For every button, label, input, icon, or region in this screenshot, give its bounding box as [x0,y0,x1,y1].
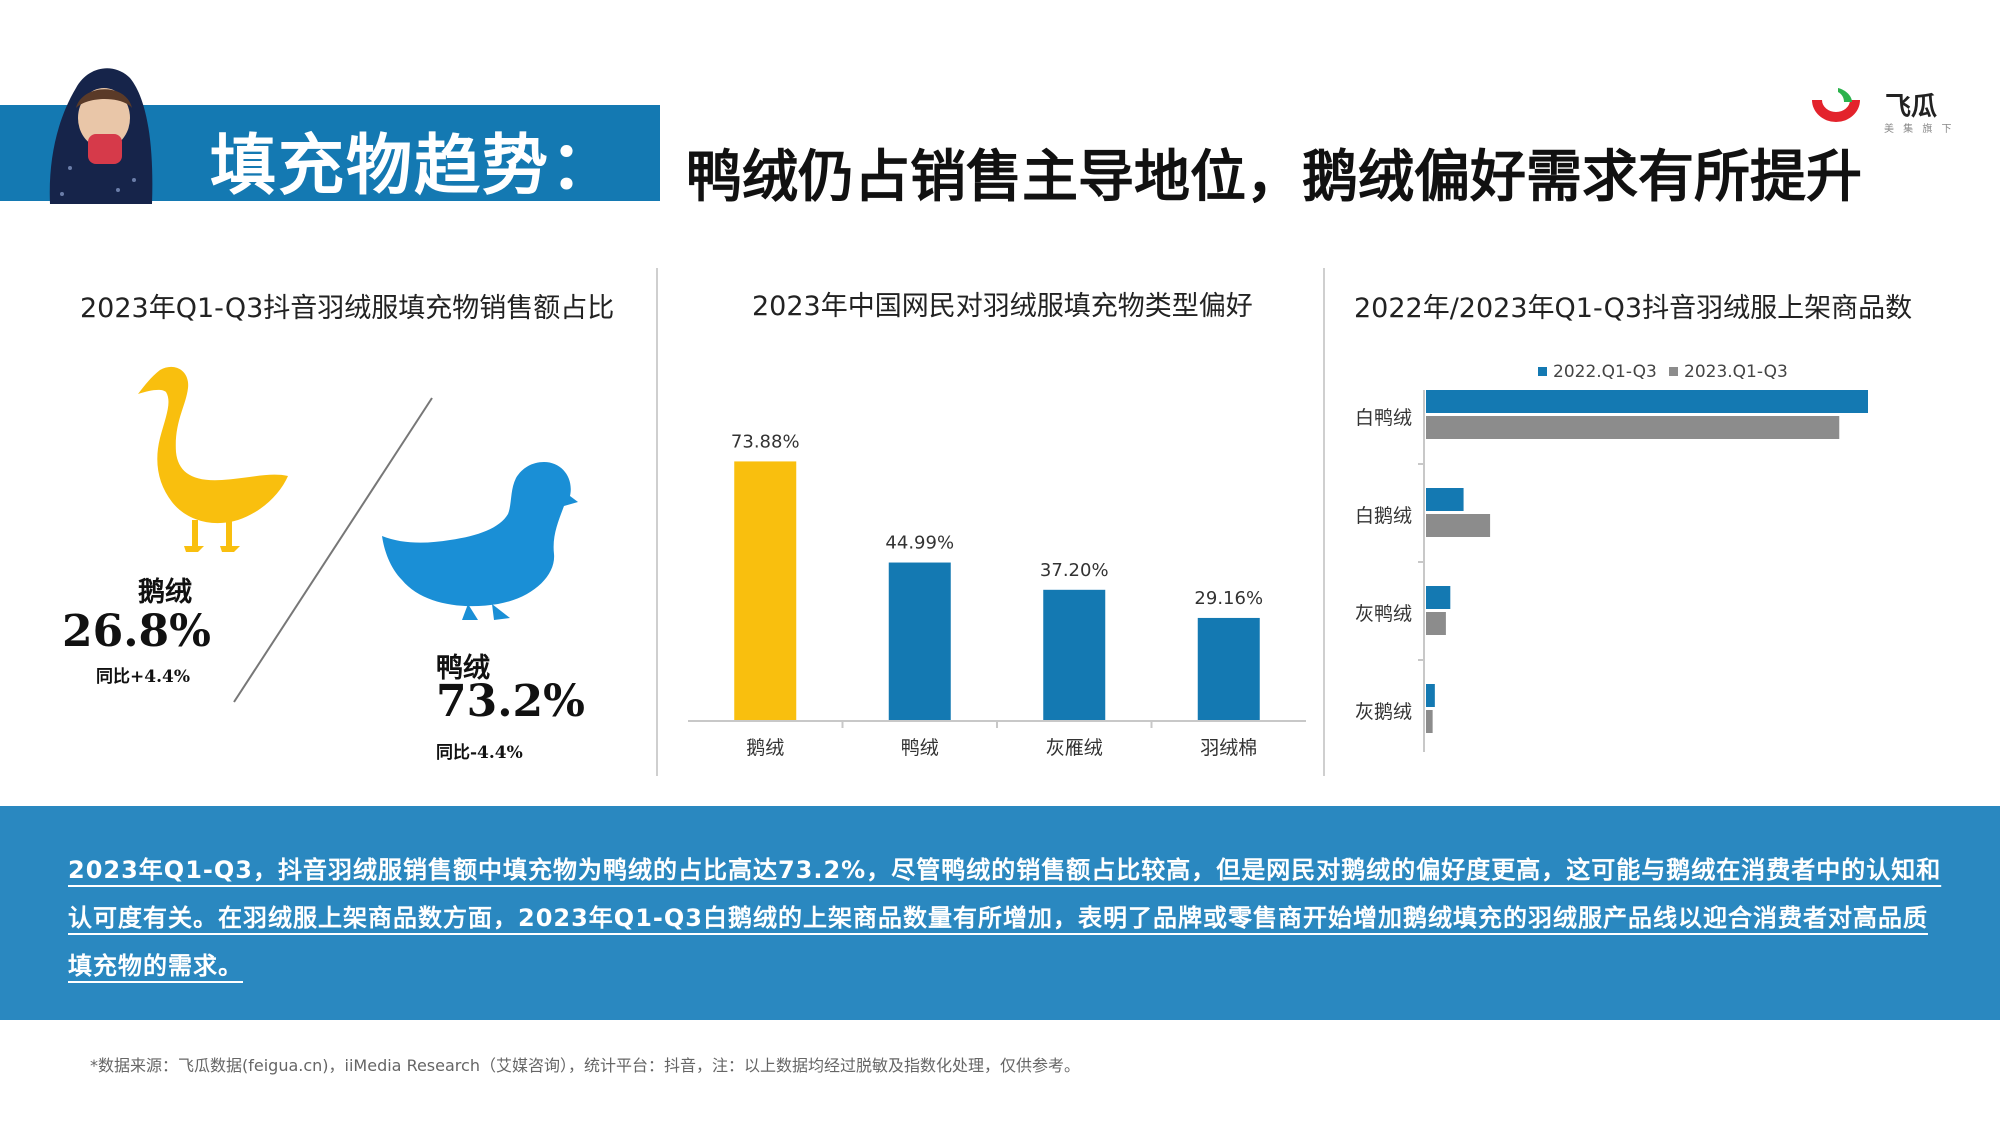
y-tick-label: 灰鹅绒 [1355,701,1412,723]
duck-icon [382,462,578,620]
y-tick-label: 灰鸭绒 [1355,603,1412,625]
divider-slash [233,397,433,703]
bar-3 [1043,589,1106,720]
bar-data-label: 29.16% [1194,588,1263,609]
legend-label-2: 2023.Q1-Q3 [1684,362,1788,382]
bar-白鸭绒-1 [1426,390,1868,413]
goose-label: 鹅绒 [138,577,192,608]
summary-text: 2023年Q1-Q3，抖音羽绒服销售额中填充物为鸭绒的占比高达73.2%，尽管鸭… [68,856,1942,980]
duck-yoy: 同比-4.4% [436,743,523,763]
source-footnote: *数据来源：飞瓜数据(feigua.cn)，iiMedia Research（艾… [90,1056,1080,1075]
goose-share-value: 26.8% [62,606,211,657]
bar-灰鸭绒-1 [1426,586,1451,609]
left-panel-title: 2023年Q1-Q3抖音羽绒服填充物销售额占比 [80,293,615,324]
preference-bar-chart: 73.88% 鹅绒 44.99% 鸭绒 37.20% 灰雁绒 29.16% 羽绒棉 [688,431,1306,759]
duck-label: 鸭绒 [436,653,490,684]
feigua-logo-icon [1812,88,1860,122]
bar-白鹅绒-1 [1426,488,1464,511]
right-panel-title: 2022年/2023年Q1-Q3抖音羽绒服上架商品数 [1354,293,1913,324]
legend-swatch-2 [1669,367,1678,376]
logo-text: 飞瓜 [1885,92,1938,122]
bar-灰鹅绒-1 [1426,684,1435,707]
bar-灰鹅绒-2 [1426,710,1433,733]
legend-label-1: 2022.Q1-Q3 [1553,362,1657,382]
logo-subtext: 美 集 旗 下 [1884,124,1955,135]
x-tick-label: 鹅绒 [746,737,784,759]
headline: 鸭绒仍占销售主导地位，鹅绒偏好需求有所提升 [686,144,1862,210]
bar-data-label: 37.20% [1040,560,1109,581]
bar-data-label: 44.99% [885,533,954,554]
duck-share-value: 73.2% [436,676,585,727]
bar-白鸭绒-2 [1426,416,1840,439]
summary-banner [0,806,2000,1020]
y-tick-label: 白鹅绒 [1355,505,1412,527]
legend-swatch-1 [1538,367,1547,376]
y-tick-label: 白鸭绒 [1355,407,1412,429]
x-tick-label: 鸭绒 [901,737,939,759]
panel-divider-left [656,268,658,776]
x-tick-label: 羽绒棉 [1200,737,1257,759]
x-tick-label: 灰雁绒 [1046,737,1103,759]
panel-divider-right [1323,268,1325,776]
bar-灰鸭绒-2 [1426,612,1446,635]
person-in-parka-image [49,68,153,204]
section-title: 填充物趋势： [210,127,618,204]
bar-白鹅绒-2 [1426,514,1491,537]
goose-icon [138,366,288,552]
bar-1 [734,461,797,720]
bar-2 [888,562,951,720]
goose-yoy: 同比+4.4% [96,667,190,687]
bar-data-label: 73.88% [731,431,800,452]
middle-panel-title: 2023年中国网民对羽绒服填充物类型偏好 [752,291,1253,322]
bar-4 [1197,617,1260,720]
